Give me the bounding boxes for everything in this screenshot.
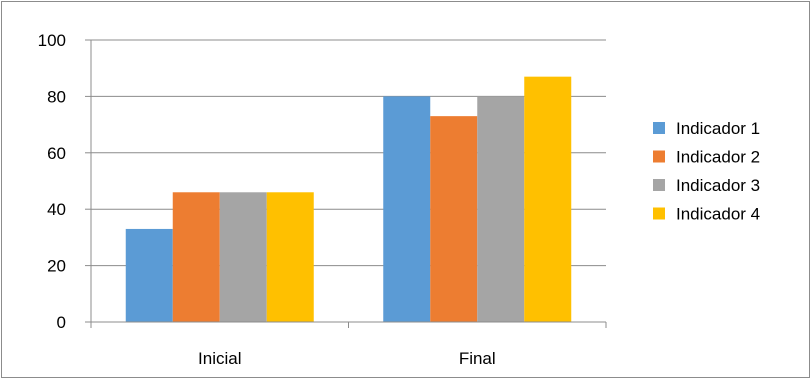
y-tick-label: 60 [47, 144, 66, 163]
legend-swatch-3 [653, 179, 665, 191]
legend-label-1: Indicador 1 [676, 119, 760, 138]
bar-1-inicial [125, 228, 173, 322]
y-tick-label: 40 [47, 200, 66, 219]
bars [125, 76, 572, 323]
legend-label-3: Indicador 3 [676, 176, 760, 195]
y-tick-label: 100 [38, 31, 66, 50]
legend-label-2: Indicador 2 [676, 148, 760, 167]
axes: 0 20 40 60 80 100 Inicial Final [38, 31, 607, 368]
y-tick-label: 20 [47, 257, 66, 276]
bar-4-final [524, 76, 572, 322]
legend-swatch-4 [653, 207, 665, 220]
y-tick-label: 0 [57, 313, 66, 332]
legend-label-4: Indicador 4 [676, 205, 760, 224]
bar-4-inicial [266, 192, 314, 322]
bar-2-final [430, 116, 478, 322]
bar-2-inicial [172, 192, 220, 322]
bar-3-final [477, 96, 525, 323]
legend: Indicador 1 Indicador 2 Indicador 3 Indicad… [653, 119, 760, 224]
legend-swatch-1 [653, 122, 665, 134]
y-tick-label: 80 [47, 87, 66, 106]
x-category-label: Final [459, 349, 496, 368]
legend-swatch-2 [653, 150, 665, 163]
bar-3-inicial [219, 192, 267, 322]
x-category-label: Inicial [198, 349, 241, 368]
bar-1-final [383, 96, 431, 323]
